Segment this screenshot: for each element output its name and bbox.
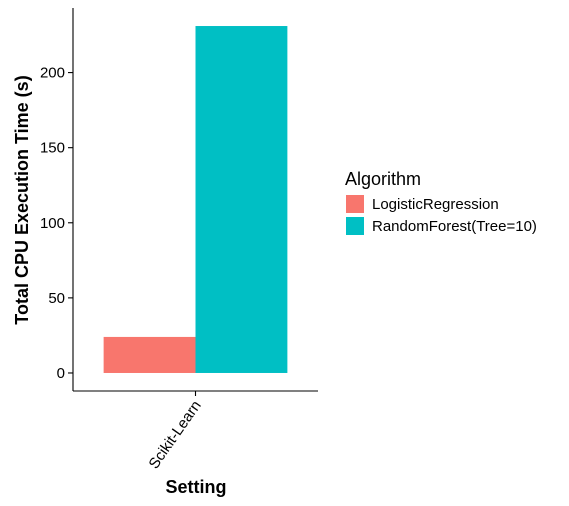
legend-title: Algorithm xyxy=(345,169,421,189)
y-axis-title: Total CPU Execution Time (s) xyxy=(12,75,32,324)
y-tick-label: 150 xyxy=(40,140,65,157)
legend: Algorithm LogisticRegression RandomForest… xyxy=(345,169,537,235)
legend-swatch xyxy=(346,217,364,235)
y-tick-label: 200 xyxy=(40,65,65,82)
bar xyxy=(195,26,288,373)
bars-group xyxy=(103,26,288,373)
legend-label: LogisticRegression xyxy=(372,196,499,213)
legend-label: RandomForest(Tree=10) xyxy=(372,218,537,235)
y-axis-ticks: 0 50 100 150 200 xyxy=(40,65,73,382)
y-tick-label: 100 xyxy=(40,215,65,232)
x-tick-label: Scikit-Learn xyxy=(145,398,204,473)
bar xyxy=(103,336,196,373)
y-tick-label: 0 xyxy=(57,365,65,382)
legend-swatch xyxy=(346,195,364,213)
x-axis-title: Setting xyxy=(166,477,227,497)
y-tick-label: 50 xyxy=(48,290,65,307)
x-axis-ticks: Scikit-Learn xyxy=(145,391,205,473)
